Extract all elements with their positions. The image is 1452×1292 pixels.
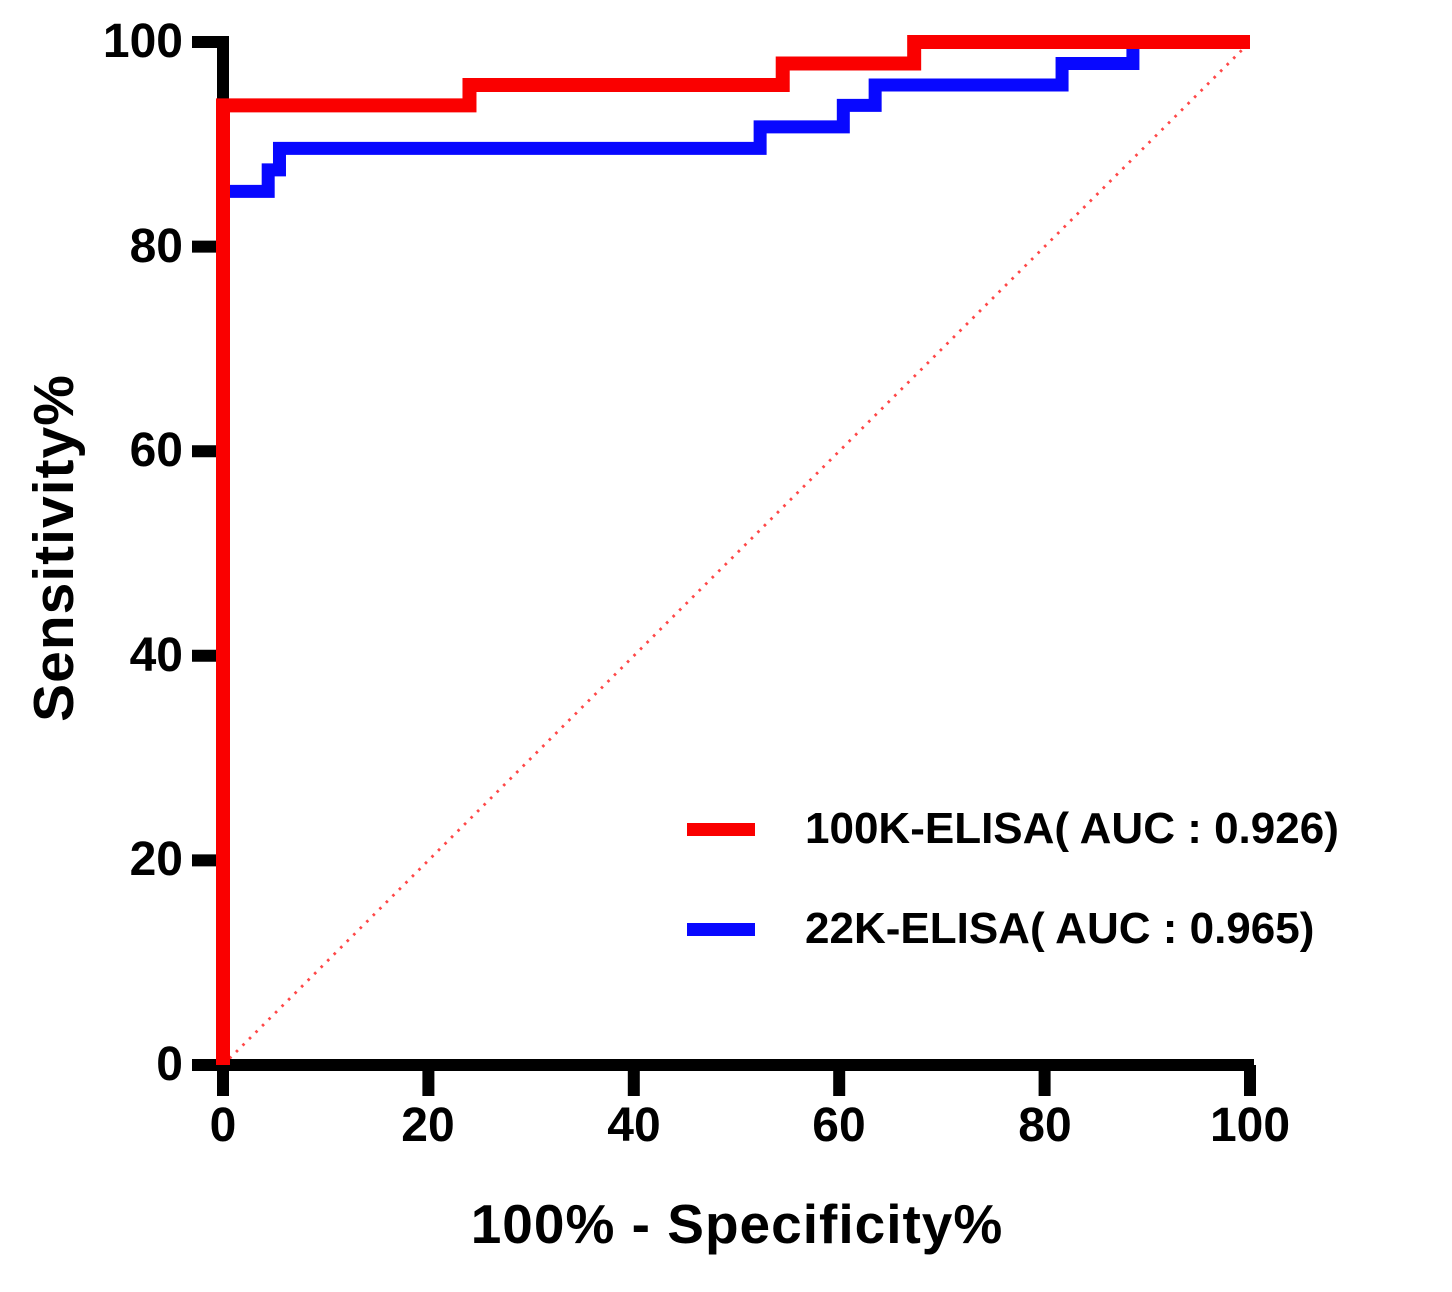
- legend-label-22k-elisa: 22K-ELISA( AUC : 0.965): [805, 904, 1315, 953]
- y-tick-label: 60: [129, 424, 183, 477]
- x-tick-label: 80: [1018, 1099, 1072, 1152]
- roc-curves: [216, 35, 1250, 1065]
- legend-swatch-22k-elisa: [687, 922, 755, 936]
- y-tick-label: 20: [129, 833, 183, 886]
- x-tick-label: 60: [812, 1099, 866, 1152]
- y-tick-label: 100: [102, 15, 183, 68]
- y-tick-label: 80: [129, 220, 183, 273]
- roc-curve-22k-elisa: [216, 35, 1250, 1065]
- diagonal-reference-line: [222, 41, 1251, 1066]
- legend-item-22k-elisa: 22K-ELISA( AUC : 0.965): [687, 907, 1314, 951]
- x-tick-label: 20: [401, 1099, 455, 1152]
- roc-curve-100k-elisa: [216, 35, 1250, 1065]
- x-tick-label: 100: [1209, 1099, 1291, 1152]
- reference-line: [222, 41, 1251, 1066]
- legend-swatch-100k-elisa: [687, 822, 755, 836]
- x-axis-title: 100% - Specificity%: [470, 1193, 1004, 1255]
- legend-label-100k-elisa: 100K-ELISA( AUC : 0.926): [805, 804, 1339, 853]
- y-tick-label: 40: [129, 629, 183, 682]
- legend-item-100k-elisa: 100K-ELISA( AUC : 0.926): [687, 807, 1339, 851]
- y-tick-label: 0: [156, 1038, 183, 1091]
- x-tick-label: 40: [607, 1099, 661, 1152]
- x-tick-label: 0: [209, 1099, 237, 1152]
